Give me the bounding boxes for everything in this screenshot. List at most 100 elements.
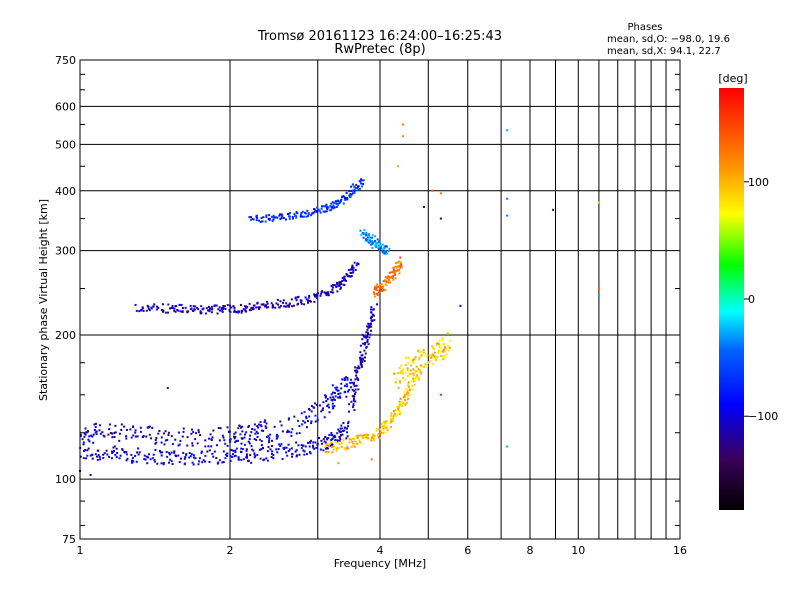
echo-point [253,438,256,441]
echo-point [335,202,338,205]
echo-point [208,310,211,313]
echo-point [346,385,349,388]
echo-point [366,341,369,344]
echo-point [320,205,323,208]
echo-point [182,427,185,430]
echo-point [410,359,413,362]
echo-point [208,449,211,452]
echo-point [107,433,110,436]
echo-point [397,407,400,410]
echo-point [85,431,88,434]
echo-point [136,451,139,454]
echo-point [292,217,295,220]
echo-point [91,435,94,438]
echo-point [360,354,363,357]
echo-point [291,455,294,458]
echo-point [371,313,374,316]
echo-point [426,365,429,368]
echo-point [109,431,112,434]
echo-point [148,425,151,428]
echo-point [156,305,159,308]
echo-point [276,436,279,439]
echo-point [233,455,236,458]
echo-point [111,450,114,453]
echo-point [412,362,415,365]
echo-point [310,422,313,425]
echo-point [314,295,317,298]
echo-point [288,211,291,214]
colorbar-gradient [719,88,744,510]
echo-point [373,244,376,247]
echo-point [329,444,332,447]
echo-point [83,432,86,435]
echo-point [340,282,343,285]
echo-point [369,236,372,239]
echo-point [398,272,401,275]
echo-point [364,336,367,339]
echo-point [142,309,145,312]
echo-point [240,309,243,312]
echo-point [272,454,275,457]
echo-point [99,432,102,435]
echo-point [336,283,339,286]
echo-point [170,306,173,309]
echo-point [422,351,425,354]
echo-point [266,306,269,309]
echo-point [275,437,278,440]
grid [80,60,680,539]
echo-point [331,201,334,204]
echo-point [411,379,414,382]
echo-point [304,212,307,215]
echo-point [356,377,359,380]
echo-point [171,307,174,310]
echo-point [243,436,246,439]
echo-point [362,435,365,438]
y-axis-label: Stationary phase Virtual Height [km] [37,199,50,401]
echo-point [298,432,301,435]
echo-point [229,311,232,314]
echo-point [332,204,335,207]
y-tick-label: 750 [55,54,76,67]
echo-point [95,433,98,436]
echo-point [384,288,387,291]
echo-point [253,428,256,431]
echo-point [260,429,263,432]
echo-point [276,434,279,437]
echo-point [201,308,204,311]
echo-point [355,371,358,374]
echo-point [390,417,393,420]
echo-point [366,338,369,341]
echo-point [356,367,359,370]
echo-point [351,267,354,270]
echo-point [370,311,373,314]
echo-point [398,411,401,414]
echo-point [348,441,351,444]
echo-point [210,438,213,441]
echo-point [257,306,260,309]
echo-point [308,415,311,418]
echo-point [356,436,359,439]
echo-point [418,368,421,371]
echo-point [383,422,386,425]
echo-point [351,388,354,391]
echo-point [364,240,367,243]
echo-point [162,463,165,466]
echo-point [340,427,343,430]
echo-point [79,455,82,458]
echo-point [349,189,352,192]
echo-point [126,457,129,460]
echo-point [334,439,337,442]
echo-point [240,458,243,461]
echo-point [393,270,396,273]
echo-point [295,211,298,214]
echo-point [324,441,327,444]
echo-point [300,412,303,415]
echo-point [344,197,347,200]
echo-point [262,429,265,432]
echo-point [339,392,342,395]
echo-point [276,451,279,454]
echo-point [394,270,397,273]
echo-point [234,435,237,438]
echo-point [264,425,267,428]
echo-point [171,304,174,307]
